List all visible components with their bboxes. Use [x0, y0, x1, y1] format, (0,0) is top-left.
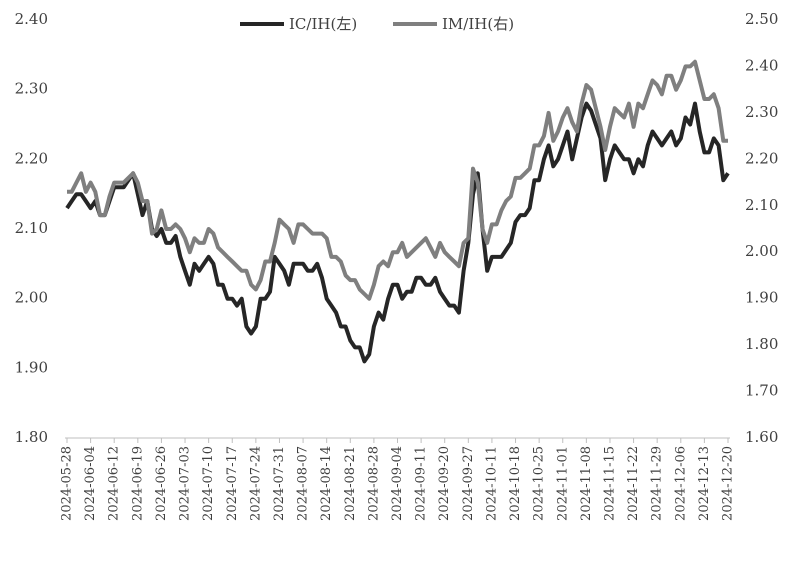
- x-tick-label: 2024-09-11: [414, 446, 429, 521]
- x-tick-label: 2024-10-18: [508, 446, 523, 521]
- x-tick-label: 2024-08-14: [319, 446, 334, 521]
- x-tick-label: 2024-11-15: [602, 446, 617, 521]
- y-tick-label: 2.00: [15, 289, 48, 307]
- series-line: [67, 59, 728, 301]
- y2-tick-label: 1.80: [745, 335, 778, 353]
- x-tick-label: 2024-08-07: [296, 446, 311, 521]
- x-tick-label: 2024-10-11: [484, 446, 499, 521]
- x-tick-label: 2024-12-20: [721, 446, 736, 521]
- x-tick-label: 2024-12-13: [697, 446, 712, 521]
- y2-tick-label: 2.10: [745, 196, 778, 214]
- y-tick-label: 2.10: [15, 219, 48, 237]
- y2-tick-label: 2.30: [745, 103, 778, 121]
- x-tick-label: 2024-05-28: [60, 446, 75, 521]
- x-tick-label: 2024-06-12: [107, 446, 122, 521]
- y-tick-label: 2.30: [15, 80, 48, 98]
- x-tick-label: 2024-07-24: [248, 446, 263, 521]
- x-tick-label: 2024-06-19: [130, 446, 145, 521]
- x-tick-label: 2024-11-01: [555, 446, 570, 521]
- series-line: [65, 101, 730, 364]
- x-tick-label: 2024-07-17: [225, 446, 240, 521]
- x-tick-label: 2024-11-29: [650, 446, 665, 521]
- x-tick-label: 2024-12-06: [673, 446, 688, 521]
- y-tick-label: 1.90: [15, 358, 48, 376]
- x-tick-label: 2024-08-28: [366, 446, 381, 521]
- y2-tick-label: 2.40: [745, 56, 778, 74]
- y2-tick-label: 2.20: [745, 149, 778, 167]
- y2-tick-label: 1.60: [745, 428, 778, 446]
- x-tick-label: 2024-06-26: [154, 446, 169, 521]
- x-tick-label: 2024-11-22: [626, 446, 641, 521]
- x-tick-label: 2024-09-27: [461, 446, 476, 521]
- y2-tick-label: 1.70: [745, 382, 778, 400]
- y-tick-label: 1.80: [15, 428, 48, 446]
- y-tick-label: 2.20: [15, 149, 48, 167]
- y2-tick-label: 2.50: [745, 10, 778, 28]
- x-tick-label: 2024-08-21: [343, 446, 358, 521]
- y2-tick-label: 2.00: [745, 242, 778, 260]
- legend-label: IM/IH(右): [442, 15, 514, 33]
- y2-tick-label: 1.90: [745, 289, 778, 307]
- x-tick-label: 2024-06-04: [83, 446, 98, 521]
- x-tick-label: 2024-07-31: [272, 446, 287, 521]
- y-tick-label: 2.40: [15, 10, 48, 28]
- x-tick-label: 2024-10-25: [532, 446, 547, 521]
- x-tick-label: 2024-09-04: [390, 446, 405, 521]
- legend-label: IC/IH(左): [289, 15, 357, 33]
- x-tick-label: 2024-11-08: [579, 446, 594, 521]
- x-tick-label: 2024-07-03: [178, 446, 193, 521]
- x-tick-label: 2024-09-20: [437, 446, 452, 521]
- x-tick-label: 2024-07-10: [201, 446, 216, 521]
